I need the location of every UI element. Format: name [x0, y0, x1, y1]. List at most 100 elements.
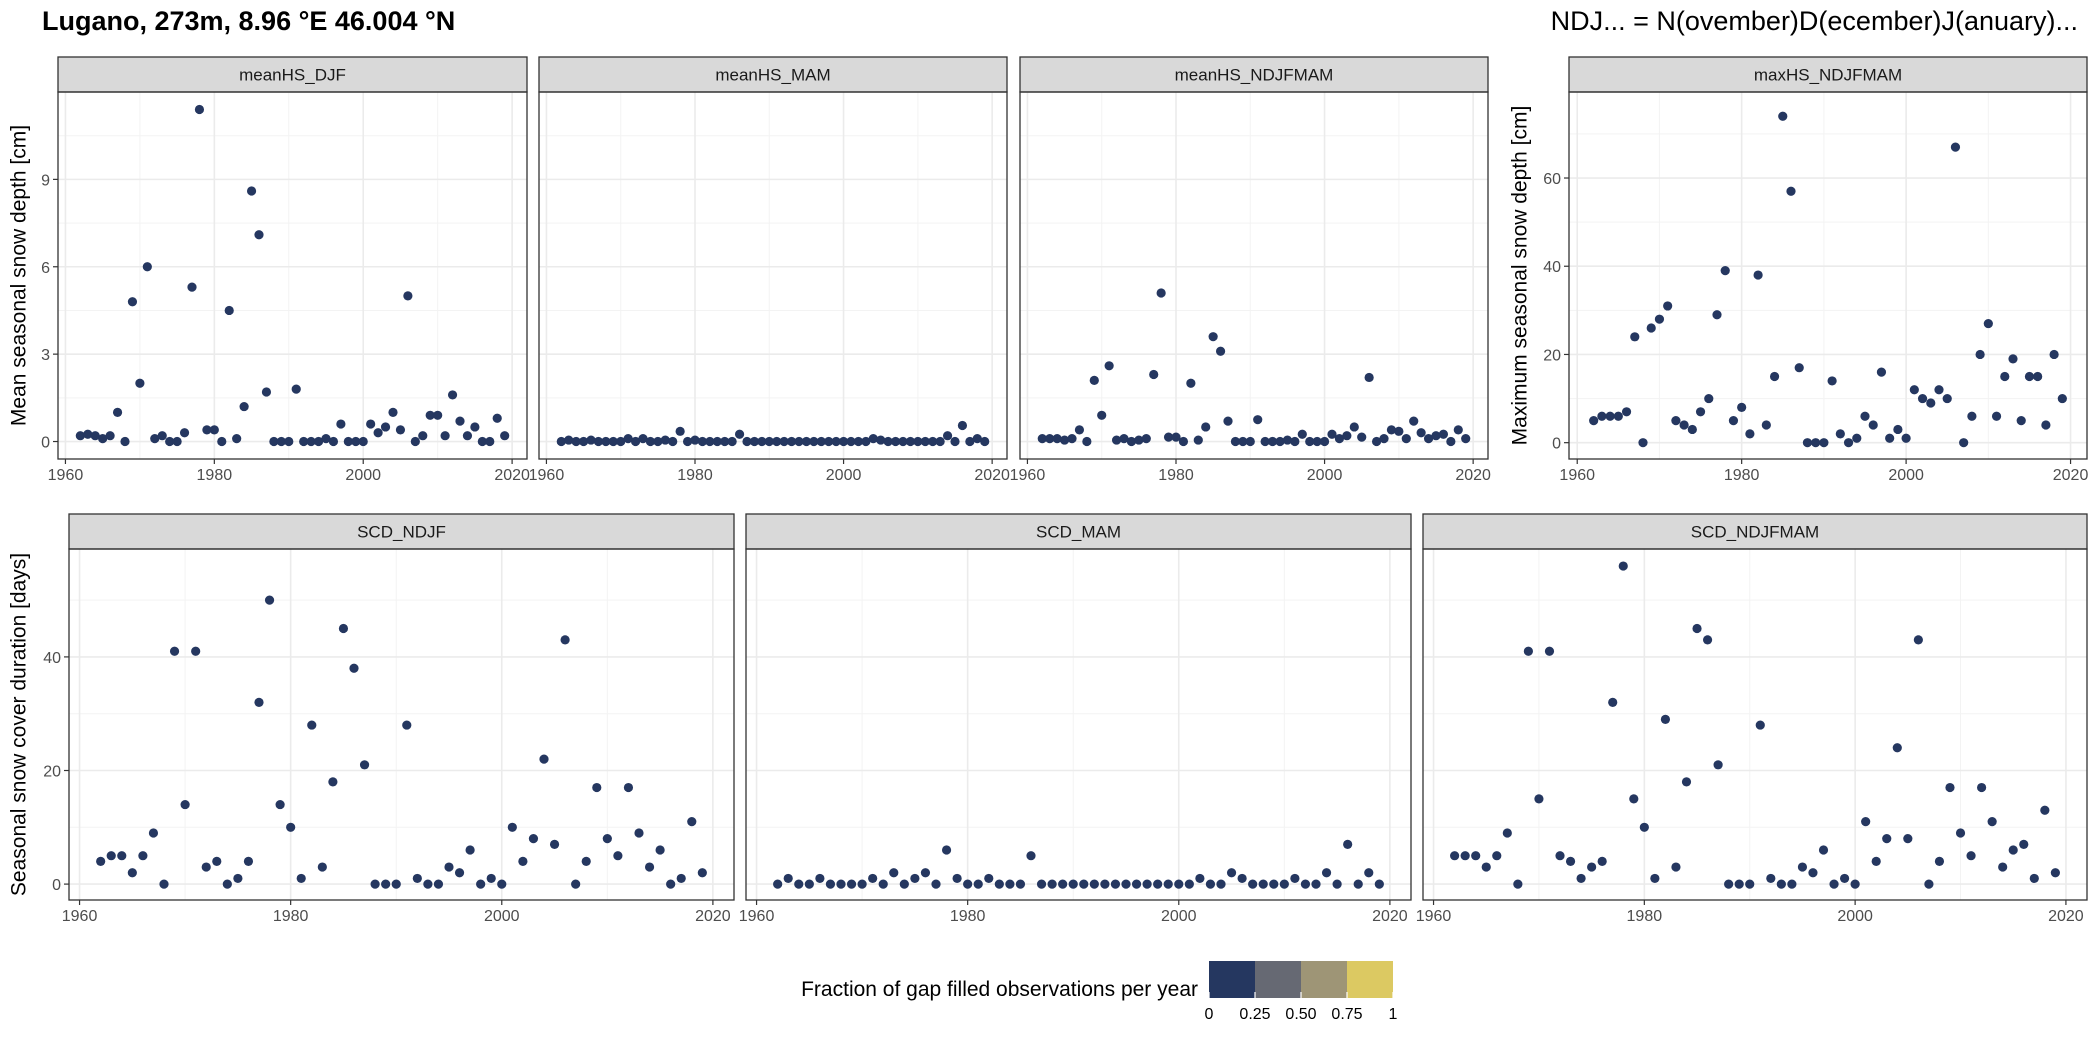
data-point: [1852, 433, 1862, 443]
data-point: [75, 431, 85, 441]
data-point: [138, 851, 148, 861]
data-point: [1621, 407, 1632, 417]
x-tick-label: 2000: [826, 467, 862, 484]
y-tick-label: 6: [41, 260, 50, 277]
data-point: [757, 436, 767, 447]
data-point: [773, 879, 783, 889]
data-point: [1983, 318, 1993, 329]
y-tick-label: 40: [43, 650, 61, 667]
data-point: [950, 436, 960, 447]
data-point: [313, 436, 324, 447]
data-point: [1924, 879, 1934, 889]
data-point: [1481, 862, 1491, 872]
data-point: [1650, 873, 1660, 884]
data-point: [148, 828, 159, 838]
data-point: [2041, 420, 2051, 430]
data-point: [306, 436, 316, 447]
panel-background: [1020, 92, 1488, 459]
data-point: [477, 436, 487, 447]
x-tick-label: 2020: [695, 908, 731, 925]
data-point: [1079, 879, 1089, 889]
data-point: [697, 868, 707, 878]
data-point: [358, 436, 368, 447]
data-point: [1713, 760, 1723, 770]
data-point: [1089, 879, 1099, 889]
data-point: [1230, 436, 1241, 447]
data-point: [1681, 777, 1692, 787]
data-point: [1695, 407, 1706, 417]
data-point: [1141, 434, 1151, 444]
data-point: [1205, 879, 1216, 889]
data-point: [1913, 635, 1923, 645]
data-point: [1201, 422, 1211, 432]
data-point: [1882, 834, 1892, 844]
data-point: [433, 879, 444, 889]
data-point: [1811, 438, 1821, 448]
data-point: [857, 879, 867, 889]
facet-strip: [57, 56, 528, 93]
data-point: [1036, 879, 1047, 889]
data-point: [1353, 879, 1363, 889]
x-tick-label: 2020: [2048, 908, 2084, 925]
data-point: [202, 425, 212, 435]
data-point: [222, 879, 232, 889]
data-point: [846, 879, 857, 889]
data-point: [1860, 411, 1870, 421]
panel-border: [1568, 91, 2088, 460]
data-point: [1311, 879, 1321, 889]
data-point: [157, 431, 167, 441]
data-point: [1654, 314, 1665, 324]
data-point: [500, 431, 510, 441]
data-point: [455, 416, 465, 426]
data-point: [764, 436, 774, 447]
data-point: [682, 436, 693, 447]
data-point: [497, 879, 507, 889]
data-point: [772, 436, 782, 447]
data-point: [391, 879, 401, 889]
data-point: [1215, 346, 1226, 356]
data-point: [1364, 372, 1374, 383]
data-point: [232, 434, 242, 444]
data-point: [246, 186, 257, 196]
data-point: [328, 436, 339, 447]
data-point: [269, 436, 279, 447]
data-point: [135, 378, 145, 388]
data-point: [254, 697, 264, 707]
data-point: [920, 436, 930, 447]
data-point: [952, 873, 962, 884]
data-point: [201, 862, 211, 872]
y-axis-label: Maximum seasonal snow depth [cm]: [1509, 106, 1532, 446]
data-point: [1797, 862, 1808, 872]
x-tick-label: 2020: [1455, 467, 1491, 484]
data-point: [984, 873, 994, 884]
data-point: [1513, 879, 1523, 889]
data-point: [1565, 856, 1576, 866]
y-tick-label: 20: [43, 764, 61, 781]
data-point: [1868, 420, 1878, 430]
data-point: [212, 856, 222, 866]
data-point: [720, 436, 730, 447]
x-tick-label: 2020: [974, 467, 1010, 484]
data-point: [528, 834, 539, 844]
x-tick-label: 1960: [48, 467, 84, 484]
data-point: [1245, 436, 1255, 447]
facet-title: meanHS_NDJFMAM: [1175, 66, 1334, 85]
legend-color-step: [1209, 961, 1255, 998]
data-point: [395, 425, 406, 435]
x-tick-label: 2000: [484, 908, 520, 925]
data-point: [142, 262, 152, 272]
data-point: [1305, 436, 1315, 447]
data-point: [645, 436, 656, 447]
data-point: [127, 297, 138, 307]
data-point: [816, 436, 826, 447]
data-point: [1082, 436, 1092, 447]
facet-strip: [538, 56, 1008, 93]
facet-strip: [1019, 56, 1489, 93]
data-point: [492, 413, 502, 423]
data-point: [412, 873, 422, 884]
data-point: [1679, 420, 1689, 430]
data-point: [883, 436, 893, 447]
data-point: [564, 435, 574, 445]
data-point: [660, 435, 670, 445]
data-point: [1692, 623, 1702, 634]
